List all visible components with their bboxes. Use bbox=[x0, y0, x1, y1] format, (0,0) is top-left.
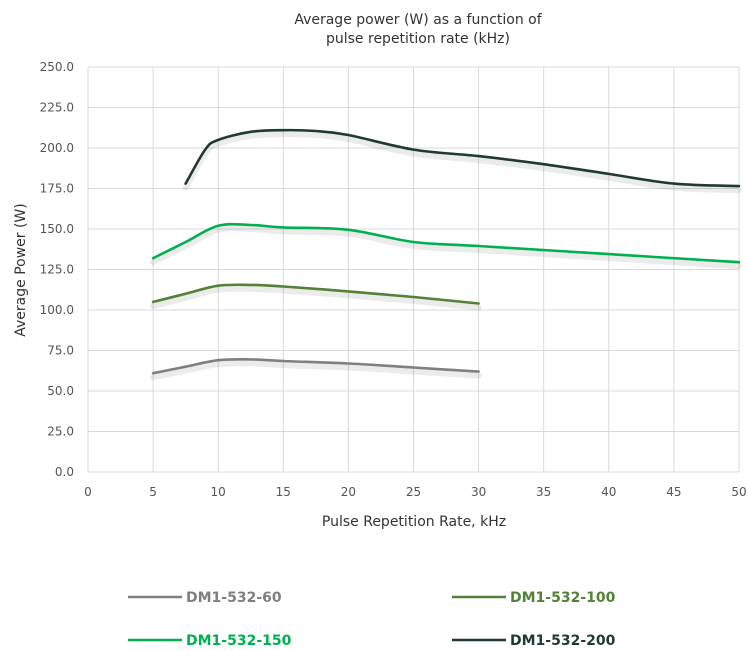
x-tick-label: 45 bbox=[666, 485, 681, 499]
grid bbox=[87, 66, 740, 473]
y-tick-label: 200.0 bbox=[40, 141, 74, 155]
y-axis-label: Average Power (W) bbox=[13, 203, 29, 337]
legend-item-DM1-532-150: DM1-532-150 bbox=[128, 633, 292, 649]
y-tick-label: 25.0 bbox=[47, 425, 74, 439]
x-tick-label: 40 bbox=[601, 485, 616, 499]
x-tick-label: 0 bbox=[84, 485, 92, 499]
y-tick-label: 75.0 bbox=[47, 344, 74, 358]
series-line-shadow bbox=[150, 285, 482, 311]
y-tick-label: 250.0 bbox=[40, 60, 74, 74]
series-line-shadow bbox=[150, 360, 482, 381]
x-tick-label: 10 bbox=[211, 485, 226, 499]
data-series bbox=[150, 128, 742, 381]
series-DM1-532-150 bbox=[150, 222, 742, 270]
legend-item-DM1-532-200: DM1-532-200 bbox=[452, 633, 616, 649]
legend-label: DM1-532-60 bbox=[186, 590, 282, 606]
y-tick-label: 175.0 bbox=[40, 182, 74, 196]
y-tick-label: 150.0 bbox=[40, 222, 74, 236]
y-tick-label: 0.0 bbox=[55, 465, 74, 479]
series-line bbox=[151, 357, 480, 375]
series-line bbox=[184, 128, 741, 188]
y-tick-label: 100.0 bbox=[40, 303, 74, 317]
y-tick-label: 50.0 bbox=[47, 384, 74, 398]
chart-title-line-2: pulse repetition rate (kHz) bbox=[326, 31, 510, 47]
chart-title-line-1: Average power (W) as a function of bbox=[294, 12, 542, 28]
x-tick-label: 20 bbox=[341, 485, 356, 499]
x-tick-label: 30 bbox=[471, 485, 486, 499]
legend-label: DM1-532-200 bbox=[510, 633, 616, 649]
series-line-shadow bbox=[182, 131, 742, 194]
x-tick-label: 50 bbox=[731, 485, 746, 499]
legend-item-DM1-532-100: DM1-532-100 bbox=[452, 590, 616, 606]
legend-item-DM1-532-60: DM1-532-60 bbox=[128, 590, 282, 606]
series-DM1-532-100 bbox=[150, 283, 482, 311]
x-tick-label: 5 bbox=[149, 485, 157, 499]
y-tick-label: 225.0 bbox=[40, 101, 74, 115]
series-line bbox=[151, 283, 480, 305]
x-tick-label: 25 bbox=[406, 485, 421, 499]
series-DM1-532-60 bbox=[150, 357, 482, 381]
series-DM1-532-200 bbox=[182, 128, 742, 194]
x-axis-label: Pulse Repetition Rate, kHz bbox=[322, 514, 506, 530]
y-tick-label: 125.0 bbox=[40, 263, 74, 277]
x-tick-label: 35 bbox=[536, 485, 551, 499]
x-axis-ticks: 0 5 10 15 20 25 30 35 40 45 50 bbox=[84, 485, 746, 499]
legend-label: DM1-532-150 bbox=[186, 633, 292, 649]
series-line bbox=[151, 222, 741, 264]
y-axis-ticks: 0.0 25.0 50.0 75.0 100.0 125.0 150.0 175.0 200.0… bbox=[40, 60, 74, 479]
legend-label: DM1-532-100 bbox=[510, 590, 616, 606]
x-tick-label: 15 bbox=[276, 485, 291, 499]
series-line-shadow bbox=[150, 225, 742, 270]
legend: DM1-532-60 DM1-532-100 DM1-532-150 DM1-532-… bbox=[128, 590, 616, 649]
